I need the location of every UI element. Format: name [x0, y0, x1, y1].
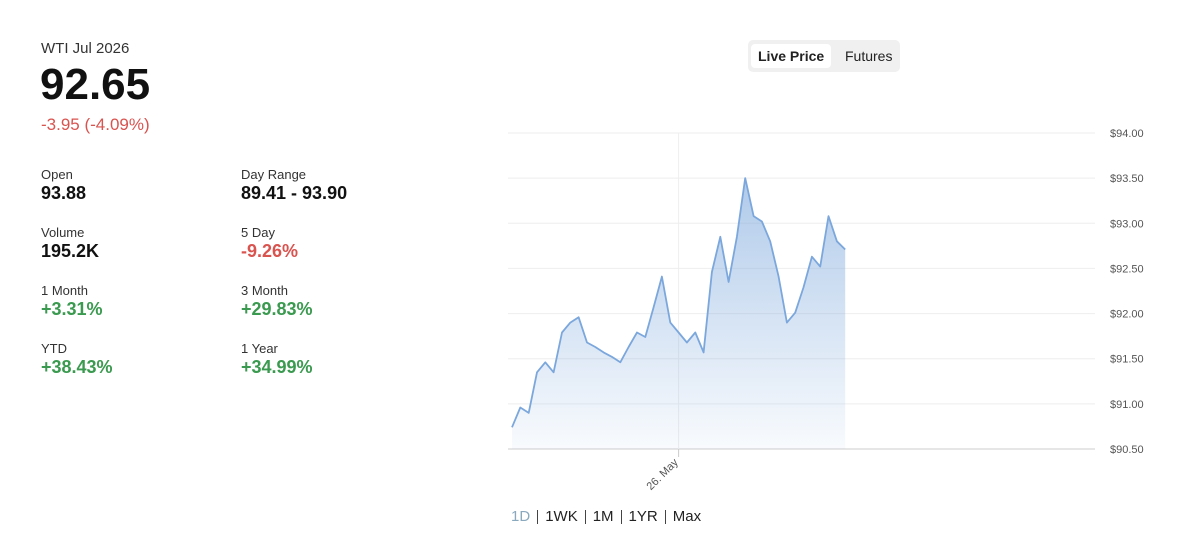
stat-value: 93.88: [41, 183, 87, 203]
stat: 1 Month +3.31%: [41, 283, 103, 320]
range-button[interactable]: 1M: [592, 508, 614, 525]
stat-value: -9.26%: [241, 241, 299, 261]
tab[interactable]: Futures: [845, 48, 893, 64]
x-tick-label: 26. May: [645, 456, 682, 493]
stat-value: +29.83%: [241, 299, 313, 319]
y-tick-label: $91.00: [1110, 399, 1144, 411]
stat-value: +34.99%: [241, 357, 313, 377]
stat: 3 Month +29.83%: [241, 283, 313, 320]
price-line: [511, 177, 846, 428]
instrument-title: WTI Jul 2026: [41, 40, 130, 57]
stat-value: 195.2K: [41, 241, 100, 261]
y-tick-label: $92.00: [1110, 309, 1144, 321]
separator: [620, 509, 622, 524]
stat-value: +3.31%: [41, 299, 103, 319]
range-selector: 1D 1WK 1M 1YR Max: [508, 508, 704, 525]
stat: Volume 195.2K: [41, 225, 99, 262]
stat: Open 93.88: [41, 167, 86, 204]
range-button[interactable]: Max: [672, 508, 702, 525]
stat-value: 89.41 - 93.90: [241, 183, 348, 203]
stat-label: 1 Month: [41, 283, 88, 298]
price: 92.65: [40, 60, 151, 109]
stat: Day Range 89.41 - 93.90: [241, 167, 347, 204]
y-tick-label: $93.50: [1110, 173, 1144, 185]
y-tick-label: $94.00: [1110, 128, 1144, 140]
tab[interactable]: Live Price: [751, 44, 832, 68]
stat: YTD +38.43%: [41, 341, 113, 378]
y-tick-label: $90.50: [1110, 444, 1144, 456]
tab-group: Live Price Futures: [748, 40, 900, 72]
stat: 1 Year +34.99%: [241, 341, 313, 378]
y-tick-label: $93.00: [1110, 218, 1144, 230]
stat-label: 1 Year: [241, 341, 278, 356]
range-button[interactable]: 1YR: [628, 508, 658, 525]
stat-label: Day Range: [241, 167, 307, 182]
stat-label: 3 Month: [241, 283, 288, 298]
separator: [537, 509, 539, 524]
stat: 5 Day -9.26%: [241, 225, 298, 262]
stat-label: YTD: [41, 341, 67, 356]
y-tick-label: $91.50: [1110, 354, 1144, 366]
separator: [584, 509, 586, 524]
stat-label: Open: [41, 167, 73, 182]
stat-label: Volume: [41, 225, 85, 240]
range-button[interactable]: 1D: [511, 508, 531, 525]
y-tick-label: $92.50: [1110, 263, 1144, 275]
area: [512, 178, 846, 449]
price-change: -3.95 (-4.09%): [41, 115, 150, 134]
separator: [664, 509, 666, 524]
stat-label: 5 Day: [241, 225, 275, 240]
range-button[interactable]: 1WK: [545, 508, 578, 525]
stat-value: +38.43%: [41, 357, 113, 377]
